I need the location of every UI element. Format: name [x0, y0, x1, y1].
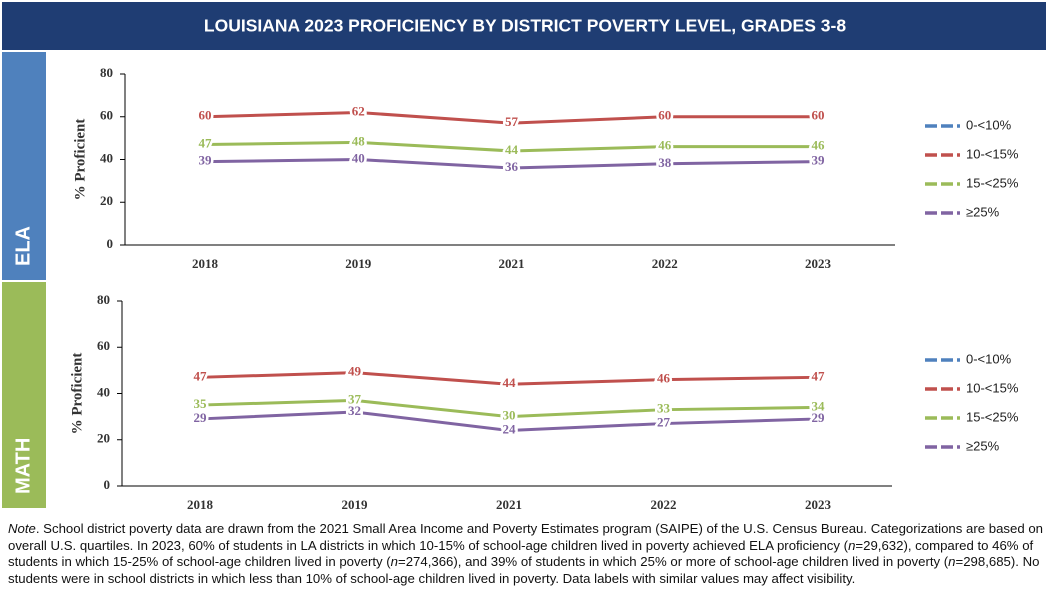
note-text: =298,685). No students were in school di… [8, 554, 1040, 586]
data-label: 46 [812, 138, 826, 153]
x-tick-label: 2023 [805, 497, 832, 512]
y-tick-label: 60 [97, 338, 110, 353]
data-label: 39 [812, 153, 826, 168]
x-tick-label: 2023 [805, 256, 832, 271]
data-label: 60 [658, 108, 671, 123]
data-label: 29 [812, 410, 826, 425]
panel-label: ELA [12, 226, 34, 266]
series-line [204, 110, 818, 125]
data-label: 36 [505, 159, 519, 174]
series-line [199, 371, 819, 386]
note: Note. School district poverty data are d… [8, 521, 1044, 587]
y-tick-label: 40 [97, 384, 110, 399]
panel-side [2, 52, 46, 280]
note-text: . School district poverty data are drawn… [8, 521, 1044, 553]
panel-side [2, 282, 46, 508]
data-label: 38 [658, 155, 672, 170]
series-line [204, 140, 818, 153]
series-line [199, 410, 819, 433]
legend-label: 0-<10% [966, 351, 1012, 366]
series-line [204, 157, 819, 170]
note-text: n [390, 554, 398, 570]
data-label: 32 [348, 403, 361, 418]
legend-label: 10-<15% [966, 380, 1019, 395]
data-label: 46 [657, 371, 671, 386]
legend-label: 0-<10% [966, 117, 1012, 132]
data-label: 24 [503, 421, 517, 436]
x-tick-label: 2022 [652, 256, 678, 271]
data-label: 49 [348, 364, 362, 379]
y-axis-label: % Proficient [72, 119, 88, 201]
x-tick-label: 2018 [192, 256, 219, 271]
note-text: Note [8, 521, 36, 536]
y-axis-label: % Proficient [69, 353, 85, 435]
data-label: 44 [503, 375, 517, 390]
data-label: 44 [505, 142, 519, 157]
legend-label: 15-<25% [966, 175, 1019, 190]
data-label: 39 [199, 153, 213, 168]
note-text: n [848, 537, 856, 553]
data-label: 33 [657, 401, 671, 416]
series-line [199, 398, 819, 419]
data-label: 27 [657, 415, 671, 430]
data-label: 47 [812, 368, 826, 383]
legend-label: ≥25% [966, 204, 1000, 219]
note-text: n [948, 554, 956, 570]
data-label: 30 [503, 408, 516, 423]
data-label: 40 [352, 150, 365, 165]
y-tick-label: 60 [100, 108, 113, 123]
data-label: 35 [194, 396, 208, 411]
legend-label: 15-<25% [966, 409, 1019, 424]
note-text: =274,366), and 39% of students in which … [398, 554, 949, 570]
legend-label: ≥25% [966, 438, 1000, 453]
note-text: =29,632), compared to 46% of students in… [8, 537, 1034, 570]
data-label: 60 [199, 108, 212, 123]
x-tick-label: 2021 [499, 256, 525, 271]
chart: LOUISIANA 2023 PROFICIENCY BY DISTRICT P… [2, 2, 1046, 512]
data-label: 47 [194, 368, 208, 383]
data-label: 46 [658, 138, 672, 153]
data-label: 48 [352, 133, 366, 148]
y-tick-label: 0 [107, 236, 114, 251]
y-tick-label: 80 [97, 292, 110, 307]
data-label: 60 [812, 108, 825, 123]
data-label: 37 [348, 391, 362, 406]
y-tick-label: 20 [100, 193, 113, 208]
x-tick-label: 2022 [651, 497, 677, 512]
data-label: 29 [194, 410, 208, 425]
x-tick-label: 2019 [345, 256, 372, 271]
data-label: 62 [352, 103, 365, 118]
panel-label: MATH [12, 438, 34, 494]
y-tick-label: 80 [100, 65, 113, 80]
x-tick-label: 2021 [496, 497, 522, 512]
data-label: 57 [505, 114, 519, 129]
title-banner [2, 2, 1046, 50]
data-label: 47 [199, 136, 213, 151]
chart-title: LOUISIANA 2023 PROFICIENCY BY DISTRICT P… [204, 16, 846, 36]
y-tick-label: 40 [100, 150, 113, 165]
legend-label: 10-<15% [966, 146, 1019, 161]
y-tick-label: 20 [97, 431, 110, 446]
x-tick-label: 2019 [342, 497, 369, 512]
x-tick-label: 2018 [187, 497, 214, 512]
y-tick-label: 0 [104, 477, 111, 492]
data-label: 34 [812, 398, 826, 413]
